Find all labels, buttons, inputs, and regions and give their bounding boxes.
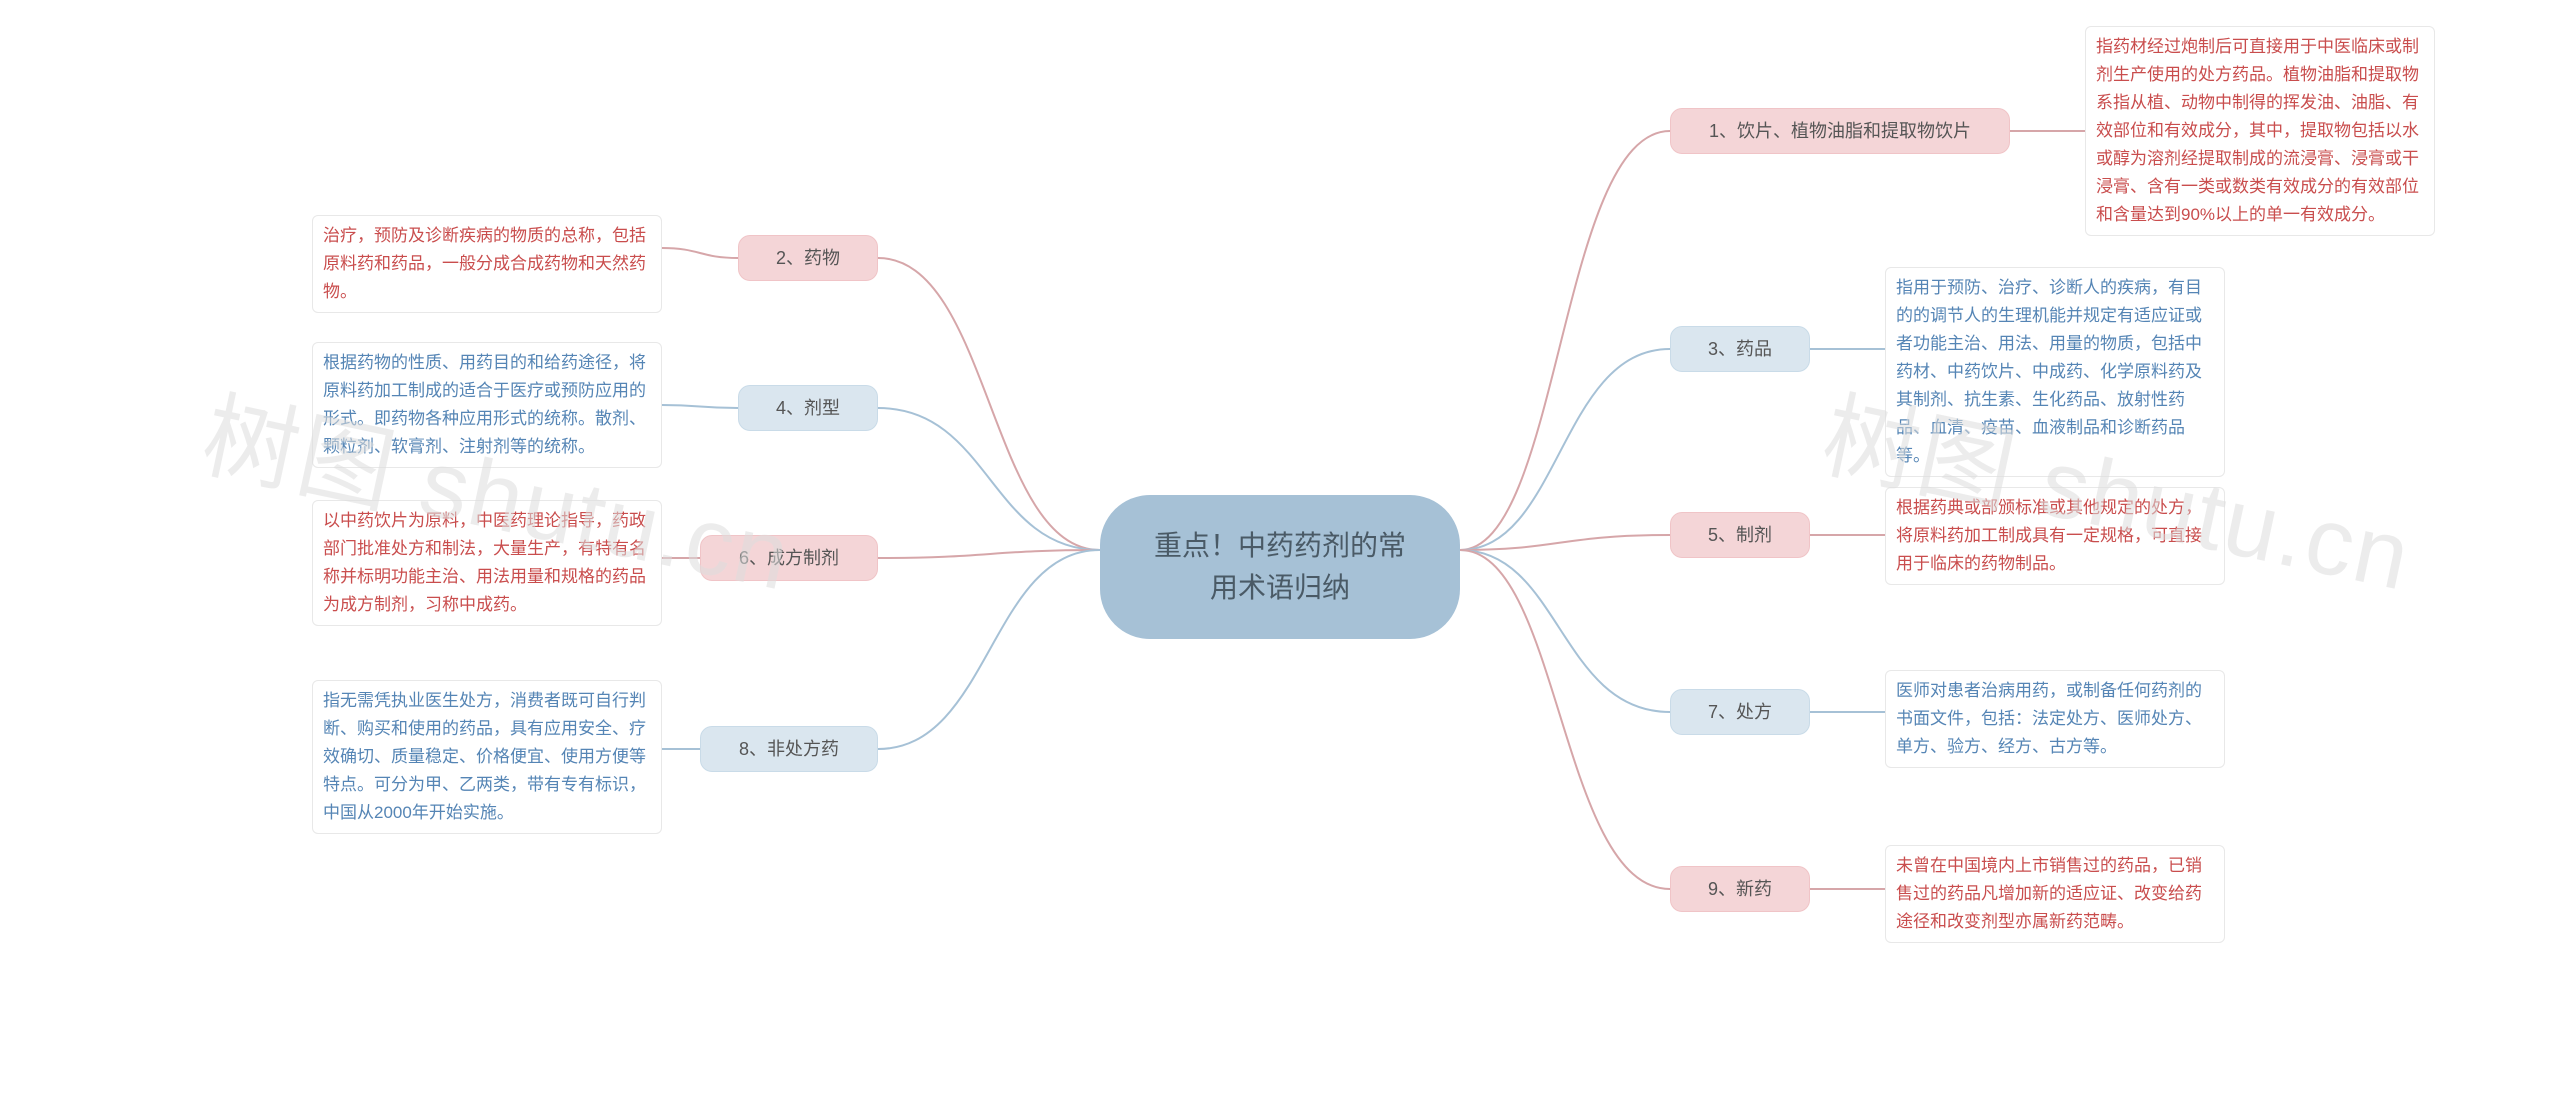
branch-node[interactable]: 8、非处方药 <box>700 726 878 772</box>
branch-detail: 指无需凭执业医生处方，消费者既可自行判断、购买和使用的药品，具有应用安全、疗效确… <box>312 680 662 834</box>
branch-detail: 未曾在中国境内上市销售过的药品，已销售过的药品凡增加新的适应证、改变给药途径和改… <box>1885 845 2225 943</box>
center-node[interactable]: 重点！中药药剂的常用术语归纳 <box>1100 495 1460 639</box>
center-label: 重点！中药药剂的常用术语归纳 <box>1150 525 1410 609</box>
branch-detail: 治疗，预防及诊断疾病的物质的总称，包括原料药和药品，一般分成合成药物和天然药物。 <box>312 215 662 313</box>
branch-node[interactable]: 2、药物 <box>738 235 878 281</box>
branch-detail: 根据药物的性质、用药目的和给药途径，将原料药加工制成的适合于医疗或预防应用的形式… <box>312 342 662 468</box>
branch-detail: 指用于预防、治疗、诊断人的疾病，有目的的调节人的生理机能并规定有适应证或者功能主… <box>1885 267 2225 477</box>
branch-detail: 根据药典或部颁标准或其他规定的处方，将原料药加工制成具有一定规格，可直接用于临床… <box>1885 487 2225 585</box>
branch-node[interactable]: 7、处方 <box>1670 689 1810 735</box>
branch-node[interactable]: 4、剂型 <box>738 385 878 431</box>
branch-detail: 医师对患者治病用药，或制备任何药剂的书面文件，包括：法定处方、医师处方、单方、验… <box>1885 670 2225 768</box>
branch-detail: 以中药饮片为原料，中医药理论指导，药政部门批准处方和制法，大量生产，有特有名称并… <box>312 500 662 626</box>
branch-node[interactable]: 6、成方制剂 <box>700 535 878 581</box>
branch-node[interactable]: 5、制剂 <box>1670 512 1810 558</box>
branch-detail: 指药材经过炮制后可直接用于中医临床或制剂生产使用的处方药品。植物油脂和提取物系指… <box>2085 26 2435 236</box>
branch-node[interactable]: 1、饮片、植物油脂和提取物饮片 <box>1670 108 2010 154</box>
branch-node[interactable]: 3、药品 <box>1670 326 1810 372</box>
branch-node[interactable]: 9、新药 <box>1670 866 1810 912</box>
